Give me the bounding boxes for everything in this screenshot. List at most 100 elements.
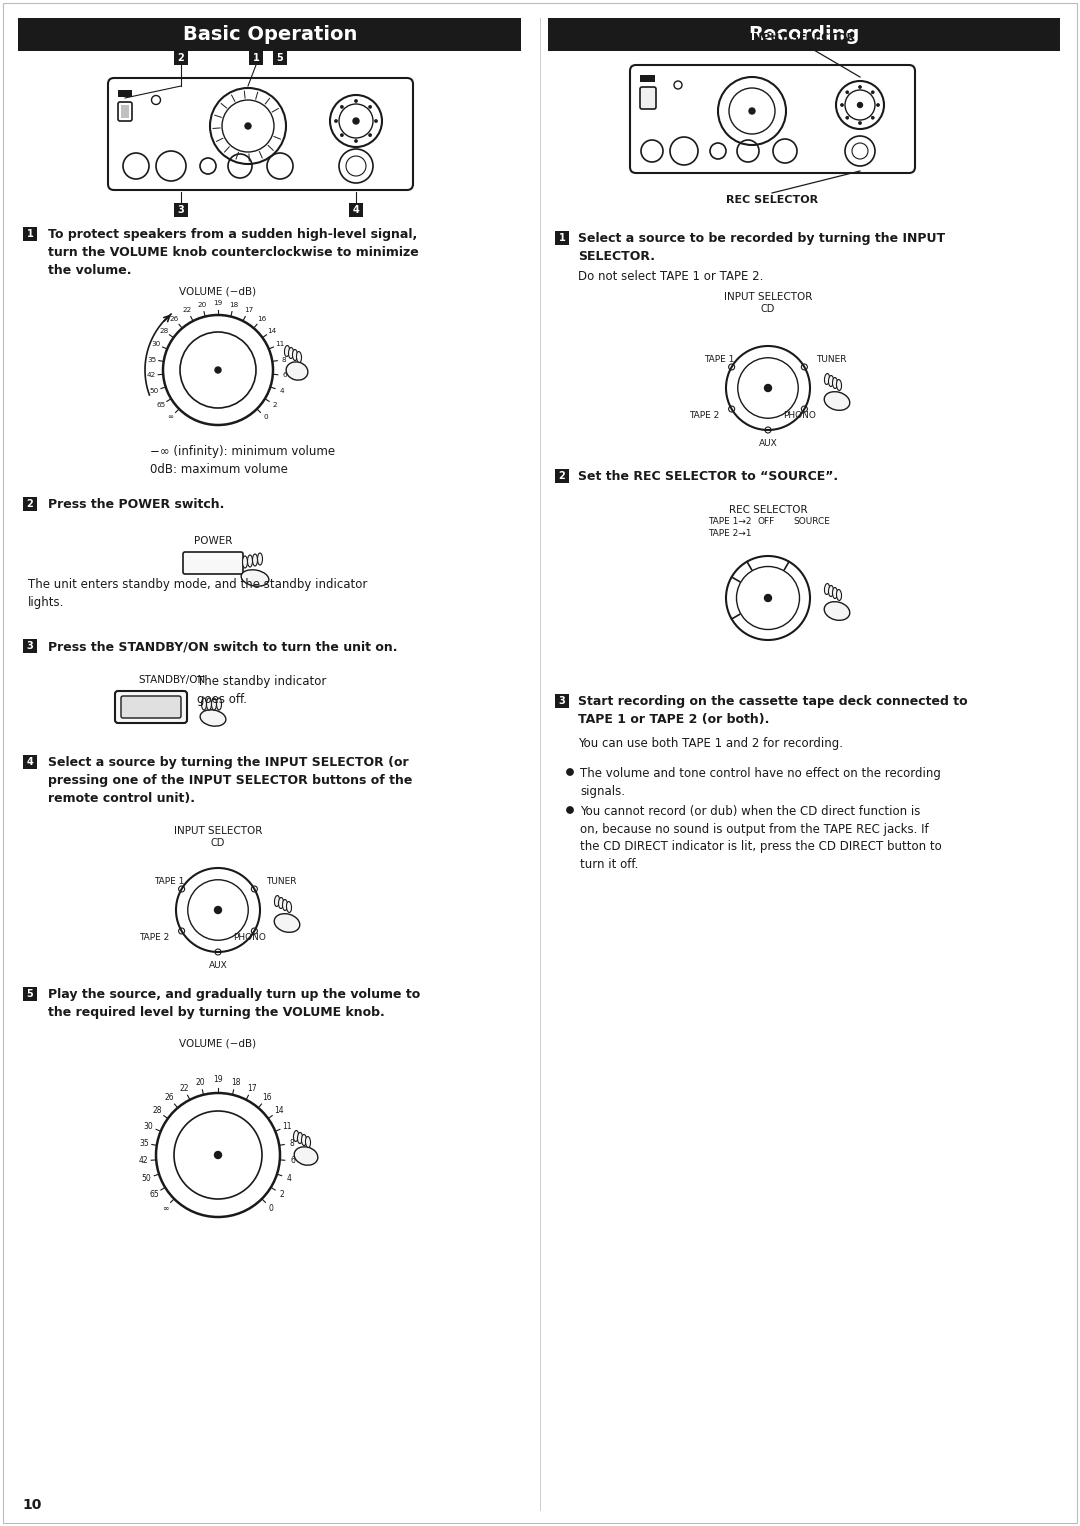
Text: 17: 17 xyxy=(247,1083,257,1093)
Text: TAPE 1→2: TAPE 1→2 xyxy=(708,517,752,526)
Ellipse shape xyxy=(294,1146,318,1166)
Circle shape xyxy=(859,85,862,89)
Text: 65: 65 xyxy=(149,1190,159,1199)
Text: Start recording on the cassette tape deck connected to
TAPE 1 or TAPE 2 (or both: Start recording on the cassette tape dec… xyxy=(578,694,968,726)
Text: 14: 14 xyxy=(274,1106,283,1116)
Text: 18: 18 xyxy=(231,1077,240,1087)
Ellipse shape xyxy=(286,902,292,913)
Circle shape xyxy=(375,119,378,122)
Ellipse shape xyxy=(241,569,269,586)
Bar xyxy=(23,987,37,1001)
Text: PHONO: PHONO xyxy=(233,934,267,943)
Circle shape xyxy=(846,116,849,119)
Text: The standby indicator
goes off.: The standby indicator goes off. xyxy=(197,674,326,707)
Text: TAPE 1: TAPE 1 xyxy=(704,356,734,365)
Bar xyxy=(640,75,654,82)
Text: Play the source, and gradually turn up the volume to
the required level by turni: Play the source, and gradually turn up t… xyxy=(48,987,420,1019)
Text: 3: 3 xyxy=(27,641,33,652)
Text: TAPE 2: TAPE 2 xyxy=(689,412,719,421)
Text: 35: 35 xyxy=(147,357,157,363)
Text: VOLUME (−dB): VOLUME (−dB) xyxy=(179,1038,257,1048)
Text: TUNER: TUNER xyxy=(816,356,847,365)
Text: VOLUME (−dB): VOLUME (−dB) xyxy=(179,285,257,296)
Text: 4: 4 xyxy=(27,757,33,768)
Text: 0: 0 xyxy=(264,415,268,420)
Ellipse shape xyxy=(212,697,216,710)
Bar xyxy=(273,50,287,66)
Text: 50: 50 xyxy=(150,388,159,394)
Bar xyxy=(23,639,37,653)
Bar xyxy=(174,50,188,66)
Ellipse shape xyxy=(828,375,834,386)
Text: AUX: AUX xyxy=(758,439,778,449)
Text: 11: 11 xyxy=(283,1122,292,1131)
Ellipse shape xyxy=(297,351,301,363)
Text: TUNER: TUNER xyxy=(267,877,297,887)
Text: 30: 30 xyxy=(151,342,161,348)
Text: 8: 8 xyxy=(282,357,286,363)
Text: REC SELECTOR: REC SELECTOR xyxy=(726,195,818,204)
Text: The unit enters standby mode, and the standby indicator
lights.: The unit enters standby mode, and the st… xyxy=(28,578,367,609)
Text: TAPE 2→1: TAPE 2→1 xyxy=(708,530,752,539)
Circle shape xyxy=(567,807,573,813)
Text: Recording: Recording xyxy=(748,24,860,44)
Ellipse shape xyxy=(286,362,308,380)
Bar xyxy=(555,230,569,246)
Text: Select a source by turning the INPUT SELECTOR (or
pressing one of the INPUT SELE: Select a source by turning the INPUT SEL… xyxy=(48,755,413,806)
Text: 42: 42 xyxy=(138,1157,148,1166)
Ellipse shape xyxy=(824,583,829,595)
Ellipse shape xyxy=(216,697,221,710)
Text: 2: 2 xyxy=(280,1190,284,1199)
Circle shape xyxy=(765,595,771,601)
Text: Press the POWER switch.: Press the POWER switch. xyxy=(48,497,225,511)
Circle shape xyxy=(215,366,221,372)
Circle shape xyxy=(872,116,874,119)
Text: −∞ (infinity): minimum volume
0dB: maximum volume: −∞ (infinity): minimum volume 0dB: maxim… xyxy=(150,446,335,476)
Ellipse shape xyxy=(837,380,841,391)
Text: 2: 2 xyxy=(177,53,185,63)
Ellipse shape xyxy=(297,1132,302,1143)
Ellipse shape xyxy=(824,374,829,385)
Ellipse shape xyxy=(206,697,212,710)
Text: 26: 26 xyxy=(164,1094,174,1102)
Text: 35: 35 xyxy=(139,1138,149,1148)
Circle shape xyxy=(368,105,372,108)
Circle shape xyxy=(340,134,343,137)
Bar xyxy=(349,203,363,217)
Text: CD: CD xyxy=(760,304,775,314)
Circle shape xyxy=(245,124,251,130)
Text: 3: 3 xyxy=(558,696,565,707)
Bar xyxy=(249,50,264,66)
Circle shape xyxy=(335,119,337,122)
Text: 6: 6 xyxy=(291,1157,295,1166)
Text: 1: 1 xyxy=(253,53,259,63)
Text: 5: 5 xyxy=(27,989,33,1000)
Ellipse shape xyxy=(274,914,300,932)
Text: 10: 10 xyxy=(22,1499,41,1512)
Text: SOURCE: SOURCE xyxy=(793,517,829,526)
FancyBboxPatch shape xyxy=(121,696,181,719)
Circle shape xyxy=(368,134,372,137)
Text: 20: 20 xyxy=(195,1077,205,1087)
Text: 3: 3 xyxy=(177,204,185,215)
Ellipse shape xyxy=(288,348,294,359)
Text: 2: 2 xyxy=(558,472,565,481)
Text: POWER: POWER xyxy=(193,536,232,546)
Ellipse shape xyxy=(294,1131,298,1141)
Text: You cannot record (or dub) when the CD direct function is
on, because no sound i: You cannot record (or dub) when the CD d… xyxy=(580,806,942,870)
Text: Do not select TAPE 1 or TAPE 2.: Do not select TAPE 1 or TAPE 2. xyxy=(578,270,764,282)
Text: REC SELECTOR: REC SELECTOR xyxy=(729,505,808,514)
Circle shape xyxy=(872,90,874,93)
Bar xyxy=(23,497,37,511)
Text: INPUT SELECTOR: INPUT SELECTOR xyxy=(174,826,262,836)
Ellipse shape xyxy=(824,392,850,410)
Text: 26: 26 xyxy=(170,316,179,322)
Text: 28: 28 xyxy=(159,328,168,334)
Ellipse shape xyxy=(202,697,206,710)
Circle shape xyxy=(877,104,879,107)
Circle shape xyxy=(858,102,863,107)
Text: TAPE 1: TAPE 1 xyxy=(154,877,185,887)
Bar xyxy=(121,105,129,118)
Text: STANDBY/ON: STANDBY/ON xyxy=(138,674,205,685)
Text: 22: 22 xyxy=(183,307,192,313)
